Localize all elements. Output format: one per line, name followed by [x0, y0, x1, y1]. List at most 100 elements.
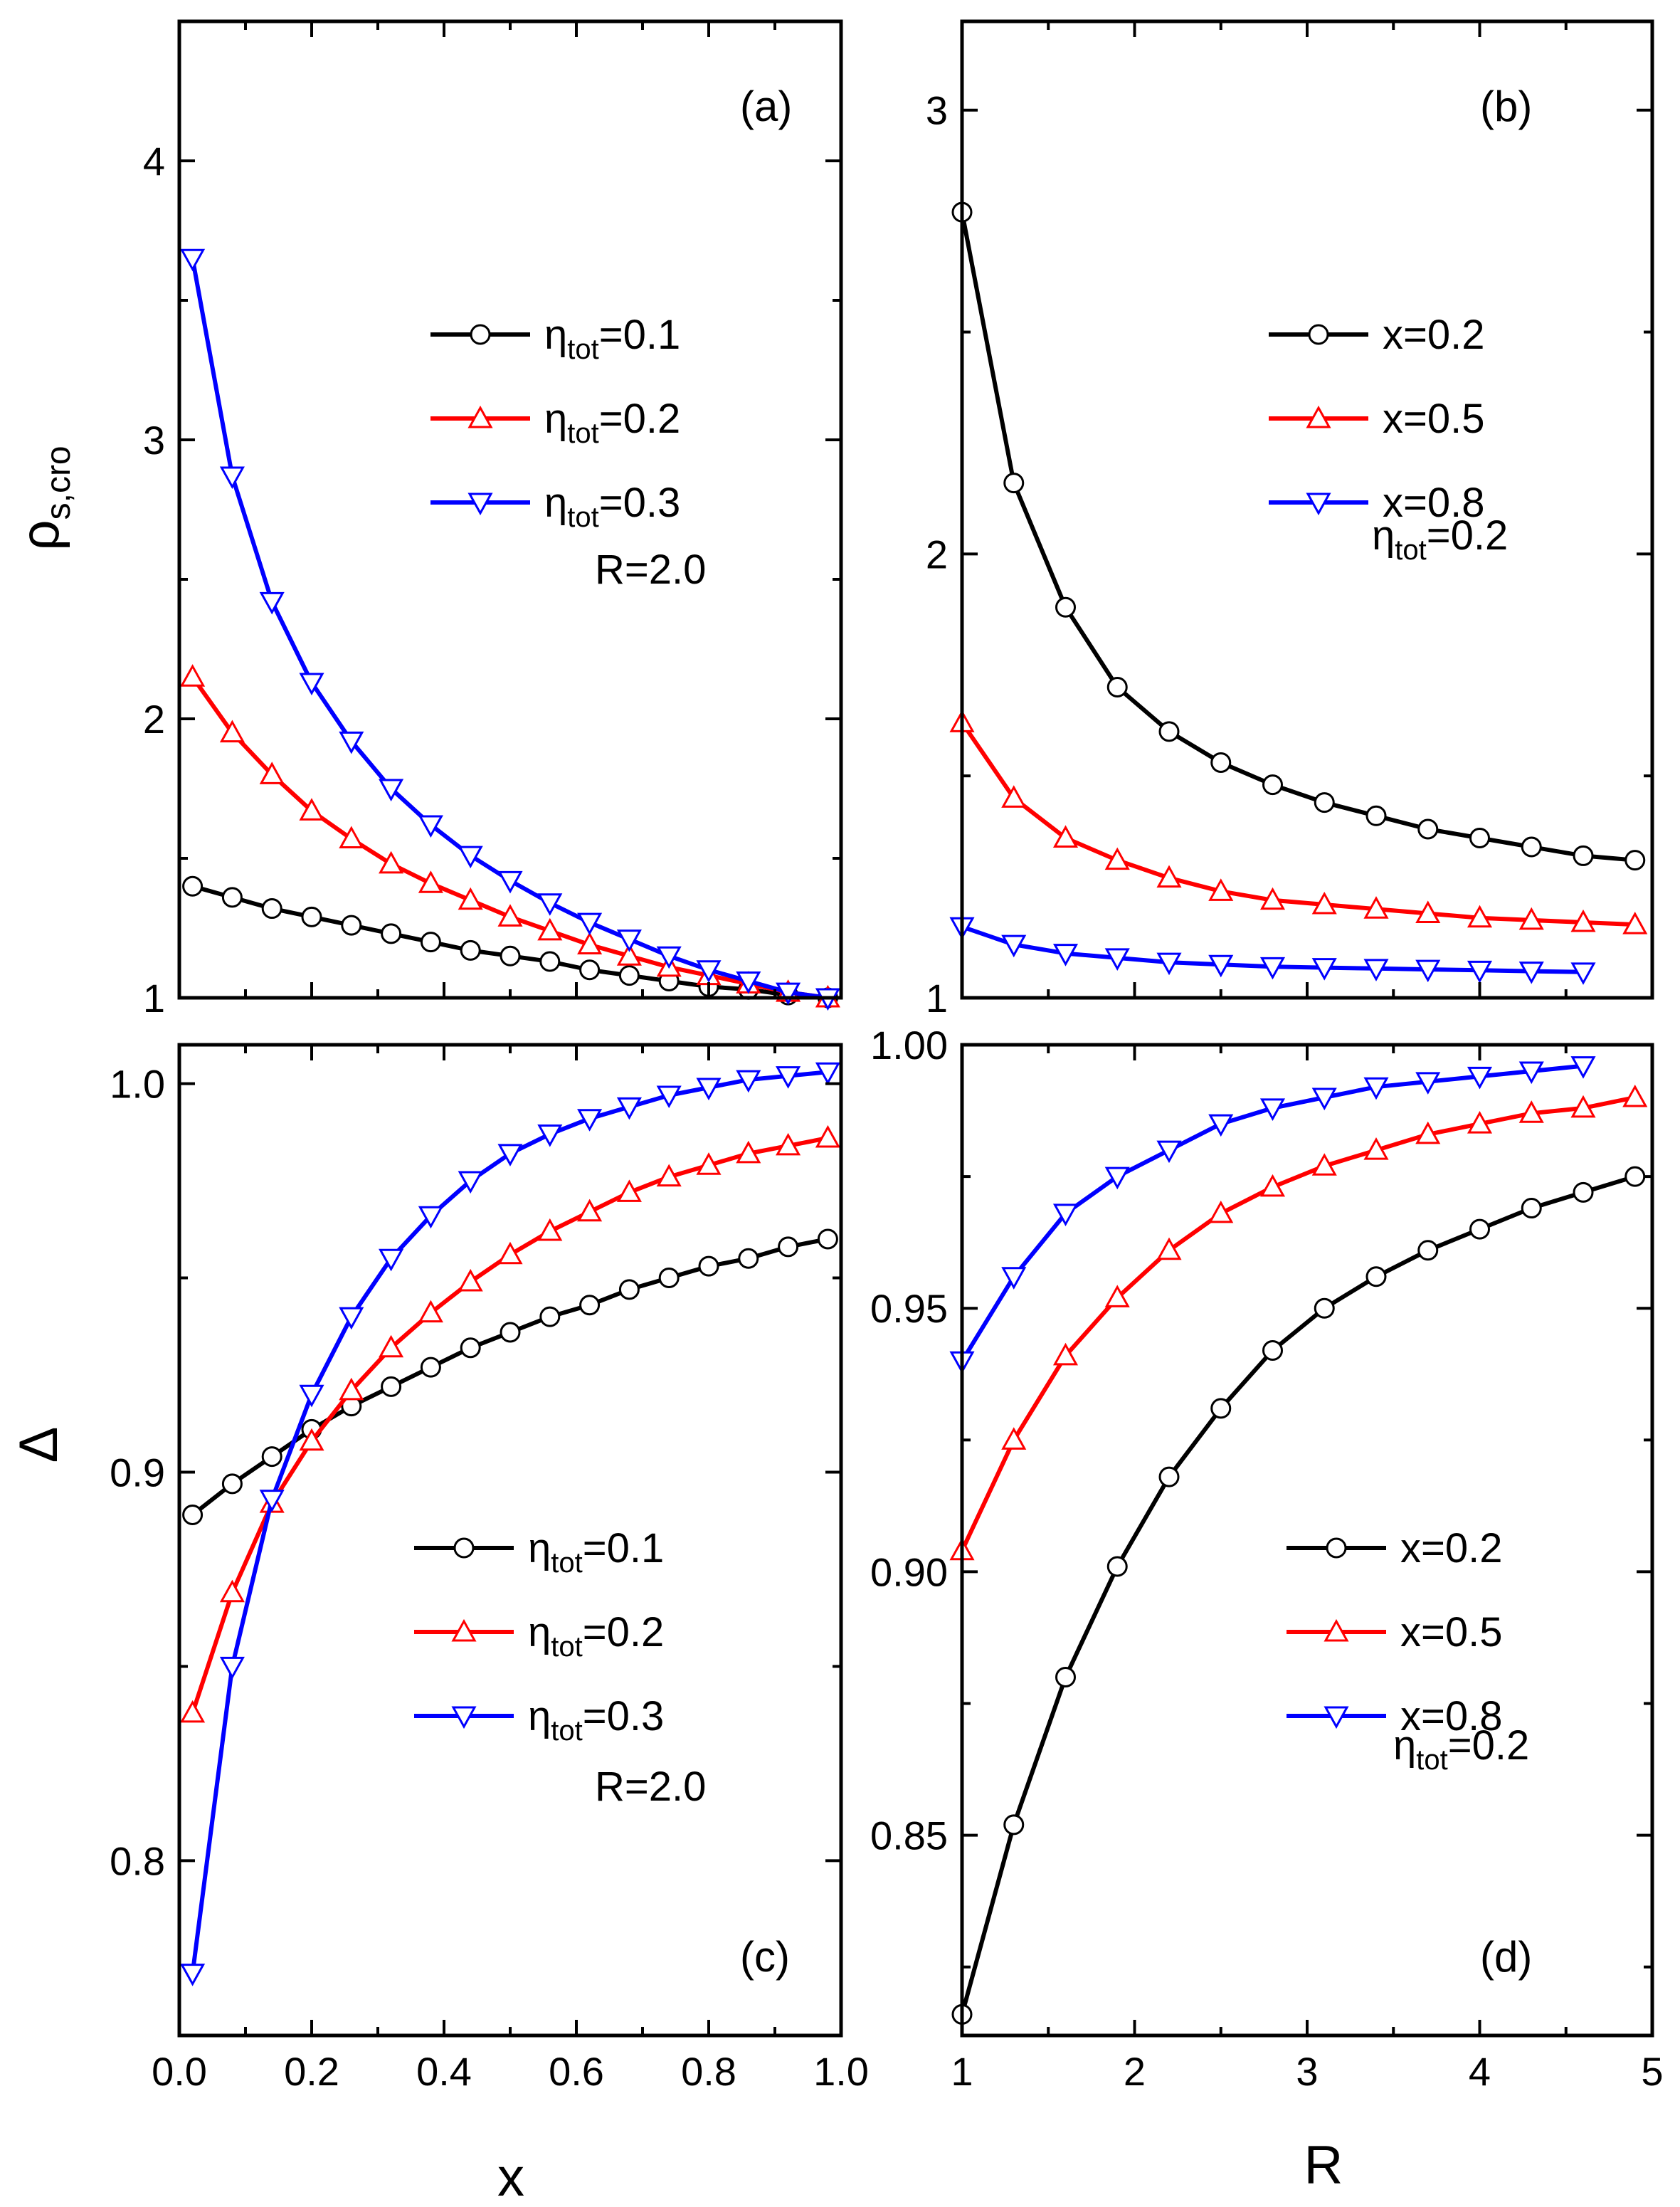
panel-d-series-1-point: [1415, 1121, 1441, 1144]
panel-d-series-0-point: [1624, 1166, 1646, 1187]
panel-d-y-tick-label: 0.85: [870, 1813, 948, 1858]
legend-sub: tot: [551, 1631, 582, 1663]
panel-c-series-1-point: [577, 1199, 603, 1222]
panel-b-series-1-point: [1001, 785, 1027, 808]
panel-c-x-tick-label: 0.4: [416, 2049, 472, 2094]
panel-c-series-1-point: [180, 1700, 206, 1723]
panel-b-series-1-point: [1467, 905, 1493, 928]
panel-b-series-1-point: [1363, 896, 1389, 919]
panel-c-frame: [177, 1043, 843, 2038]
panel-a-series-1-point: [497, 904, 523, 927]
panel-c-series-1-point: [815, 1124, 840, 1148]
panel-a-series-2-point: [696, 960, 722, 983]
panel-c-legend-marker: [451, 1618, 477, 1642]
panel-b-legend-marker: [1306, 405, 1331, 428]
rho-symbol: ρ: [10, 520, 70, 550]
panel-c-label: (c): [740, 1933, 790, 1981]
panel-a-series-1-point: [180, 664, 206, 687]
panel-a-y-tick-label: 2: [143, 697, 165, 742]
panel-b-series-1-line: [960, 720, 1637, 927]
panel-b-series-1-point: [1208, 878, 1234, 901]
panel-d-series-1-point: [1363, 1137, 1389, 1160]
panel-a-series-1-point: [219, 720, 245, 743]
panel-c-series-2-point: [180, 1964, 206, 1986]
panel-d-legend-marker: [1324, 1706, 1349, 1729]
panel-d-series-0-point: [1210, 1398, 1232, 1419]
legend-sub: tot: [567, 334, 598, 365]
panel-b-series-2-point: [1208, 954, 1234, 978]
panel-b-series-2-point: [1363, 959, 1389, 981]
legend-value: =0.3: [583, 1693, 665, 1739]
panel-b-legend-marker: [1308, 324, 1329, 345]
panel-b-series-0-point: [1158, 721, 1180, 742]
panel-b-legend-label: x=0.8: [1383, 480, 1485, 526]
panel-c-series-2-line: [190, 1070, 830, 1976]
panel-d-note: ηtot=0.2: [1393, 1722, 1529, 1776]
panel-c-series-1-point: [696, 1152, 722, 1175]
panel-c-note: R=2.0: [595, 1764, 706, 1810]
panel-c-series-1-point: [299, 1428, 324, 1451]
panel-d-legend-label: x=0.5: [1400, 1609, 1503, 1655]
panel-b-series-1-point: [1259, 887, 1286, 910]
legend-value: =0.1: [599, 312, 681, 358]
panel-d-series-1-line: [960, 1095, 1637, 1553]
panel-d-series-2-point: [1001, 1267, 1027, 1290]
panel-d-frame: [960, 1043, 1654, 2038]
legend-value: =0.3: [599, 480, 681, 526]
legend-eta: η: [544, 396, 567, 442]
panel-b-series-1-point: [1415, 900, 1441, 924]
panel-b-series-2-point: [1570, 962, 1596, 985]
legend-value: =0.2: [599, 396, 681, 442]
panel-a-series-1-point: [299, 798, 324, 821]
panel-a-series-1-point: [259, 762, 285, 784]
rho-axis-title: ρs,cro: [10, 446, 78, 550]
panel-c-x-tick-label: 0.8: [681, 2049, 736, 2094]
panel-d-series-1-point: [1570, 1095, 1596, 1118]
panel-a-series-1-point: [418, 870, 443, 893]
panel-d-x-tick-label: 1: [951, 2049, 973, 2094]
panel-a-series-2-point: [497, 870, 523, 894]
panel-b-series-0-point: [1417, 818, 1439, 840]
panel-c-legend-label: ηtot=0.1: [528, 1525, 664, 1579]
panel-a-series-2-point: [537, 893, 563, 916]
panel-a-series-2-point: [656, 946, 682, 969]
panel-a-y-tick-label: 1: [143, 976, 165, 1021]
panel-d-series-2-point: [1156, 1140, 1182, 1164]
panel-a-legend-label: ηtot=0.3: [544, 480, 680, 533]
panel-c-series-0-point: [539, 1306, 561, 1327]
panel-b-y-tick-label: 2: [926, 532, 948, 576]
panel-a-series-0-point: [420, 932, 441, 953]
panel-c-series-2-point: [736, 1070, 761, 1093]
panel-d-series-2-point: [1363, 1077, 1389, 1100]
panel-a-series-1-point: [458, 887, 483, 910]
panel-d-x-tick-label: 2: [1124, 2049, 1146, 2094]
panel-d-label: (d): [1480, 1933, 1532, 1981]
panel-c-series-0-point: [817, 1228, 838, 1250]
panel-b: 1 2 3 (b) x=0.2 x=0.5 x=0.8 ηtot=0.2: [926, 19, 1654, 1021]
panel-b-series-0-point: [1314, 792, 1335, 813]
x-axis-title: x: [497, 2147, 524, 2207]
panel-c-series-0-point: [261, 1446, 282, 1468]
panel-a-series-2-point: [458, 846, 483, 869]
panel-b-series-2-point: [1104, 948, 1130, 971]
panel-a-legend-marker: [467, 493, 493, 516]
panel-c-x-tick-label: 0.0: [152, 2049, 207, 2094]
panel-b-series-1-point: [1052, 825, 1079, 848]
panel-d-y-tick-label: 0.95: [870, 1286, 948, 1331]
panel-c-series-1-point: [497, 1241, 523, 1265]
panel-d-x-tick-label: 4: [1469, 2049, 1491, 2094]
panel-b-series-0-point: [1521, 836, 1542, 858]
panel-b-legend-label: x=0.2: [1383, 312, 1485, 358]
panel-c-series-0-point: [420, 1357, 441, 1378]
panel-c-legend-label: ηtot=0.2: [528, 1609, 664, 1663]
panel-a-series-1-point: [577, 932, 603, 955]
panel-c: 0.80.91.00.0 0.2 0.4 0.6 0.8 1.0 (c) ηtot=0.1…: [110, 1043, 869, 2094]
legend-eta: η: [544, 480, 567, 526]
panel-a-series-1-point: [379, 850, 404, 874]
panel-a-series-2-point: [577, 912, 603, 936]
panel-c-series-2-point: [537, 1124, 563, 1147]
panel-b-series-1-point: [1104, 847, 1130, 870]
panel-c-series-0-point: [460, 1337, 481, 1359]
panel-d-series-1-point: [1208, 1200, 1234, 1223]
panel-b-series-2-point: [1259, 957, 1286, 980]
